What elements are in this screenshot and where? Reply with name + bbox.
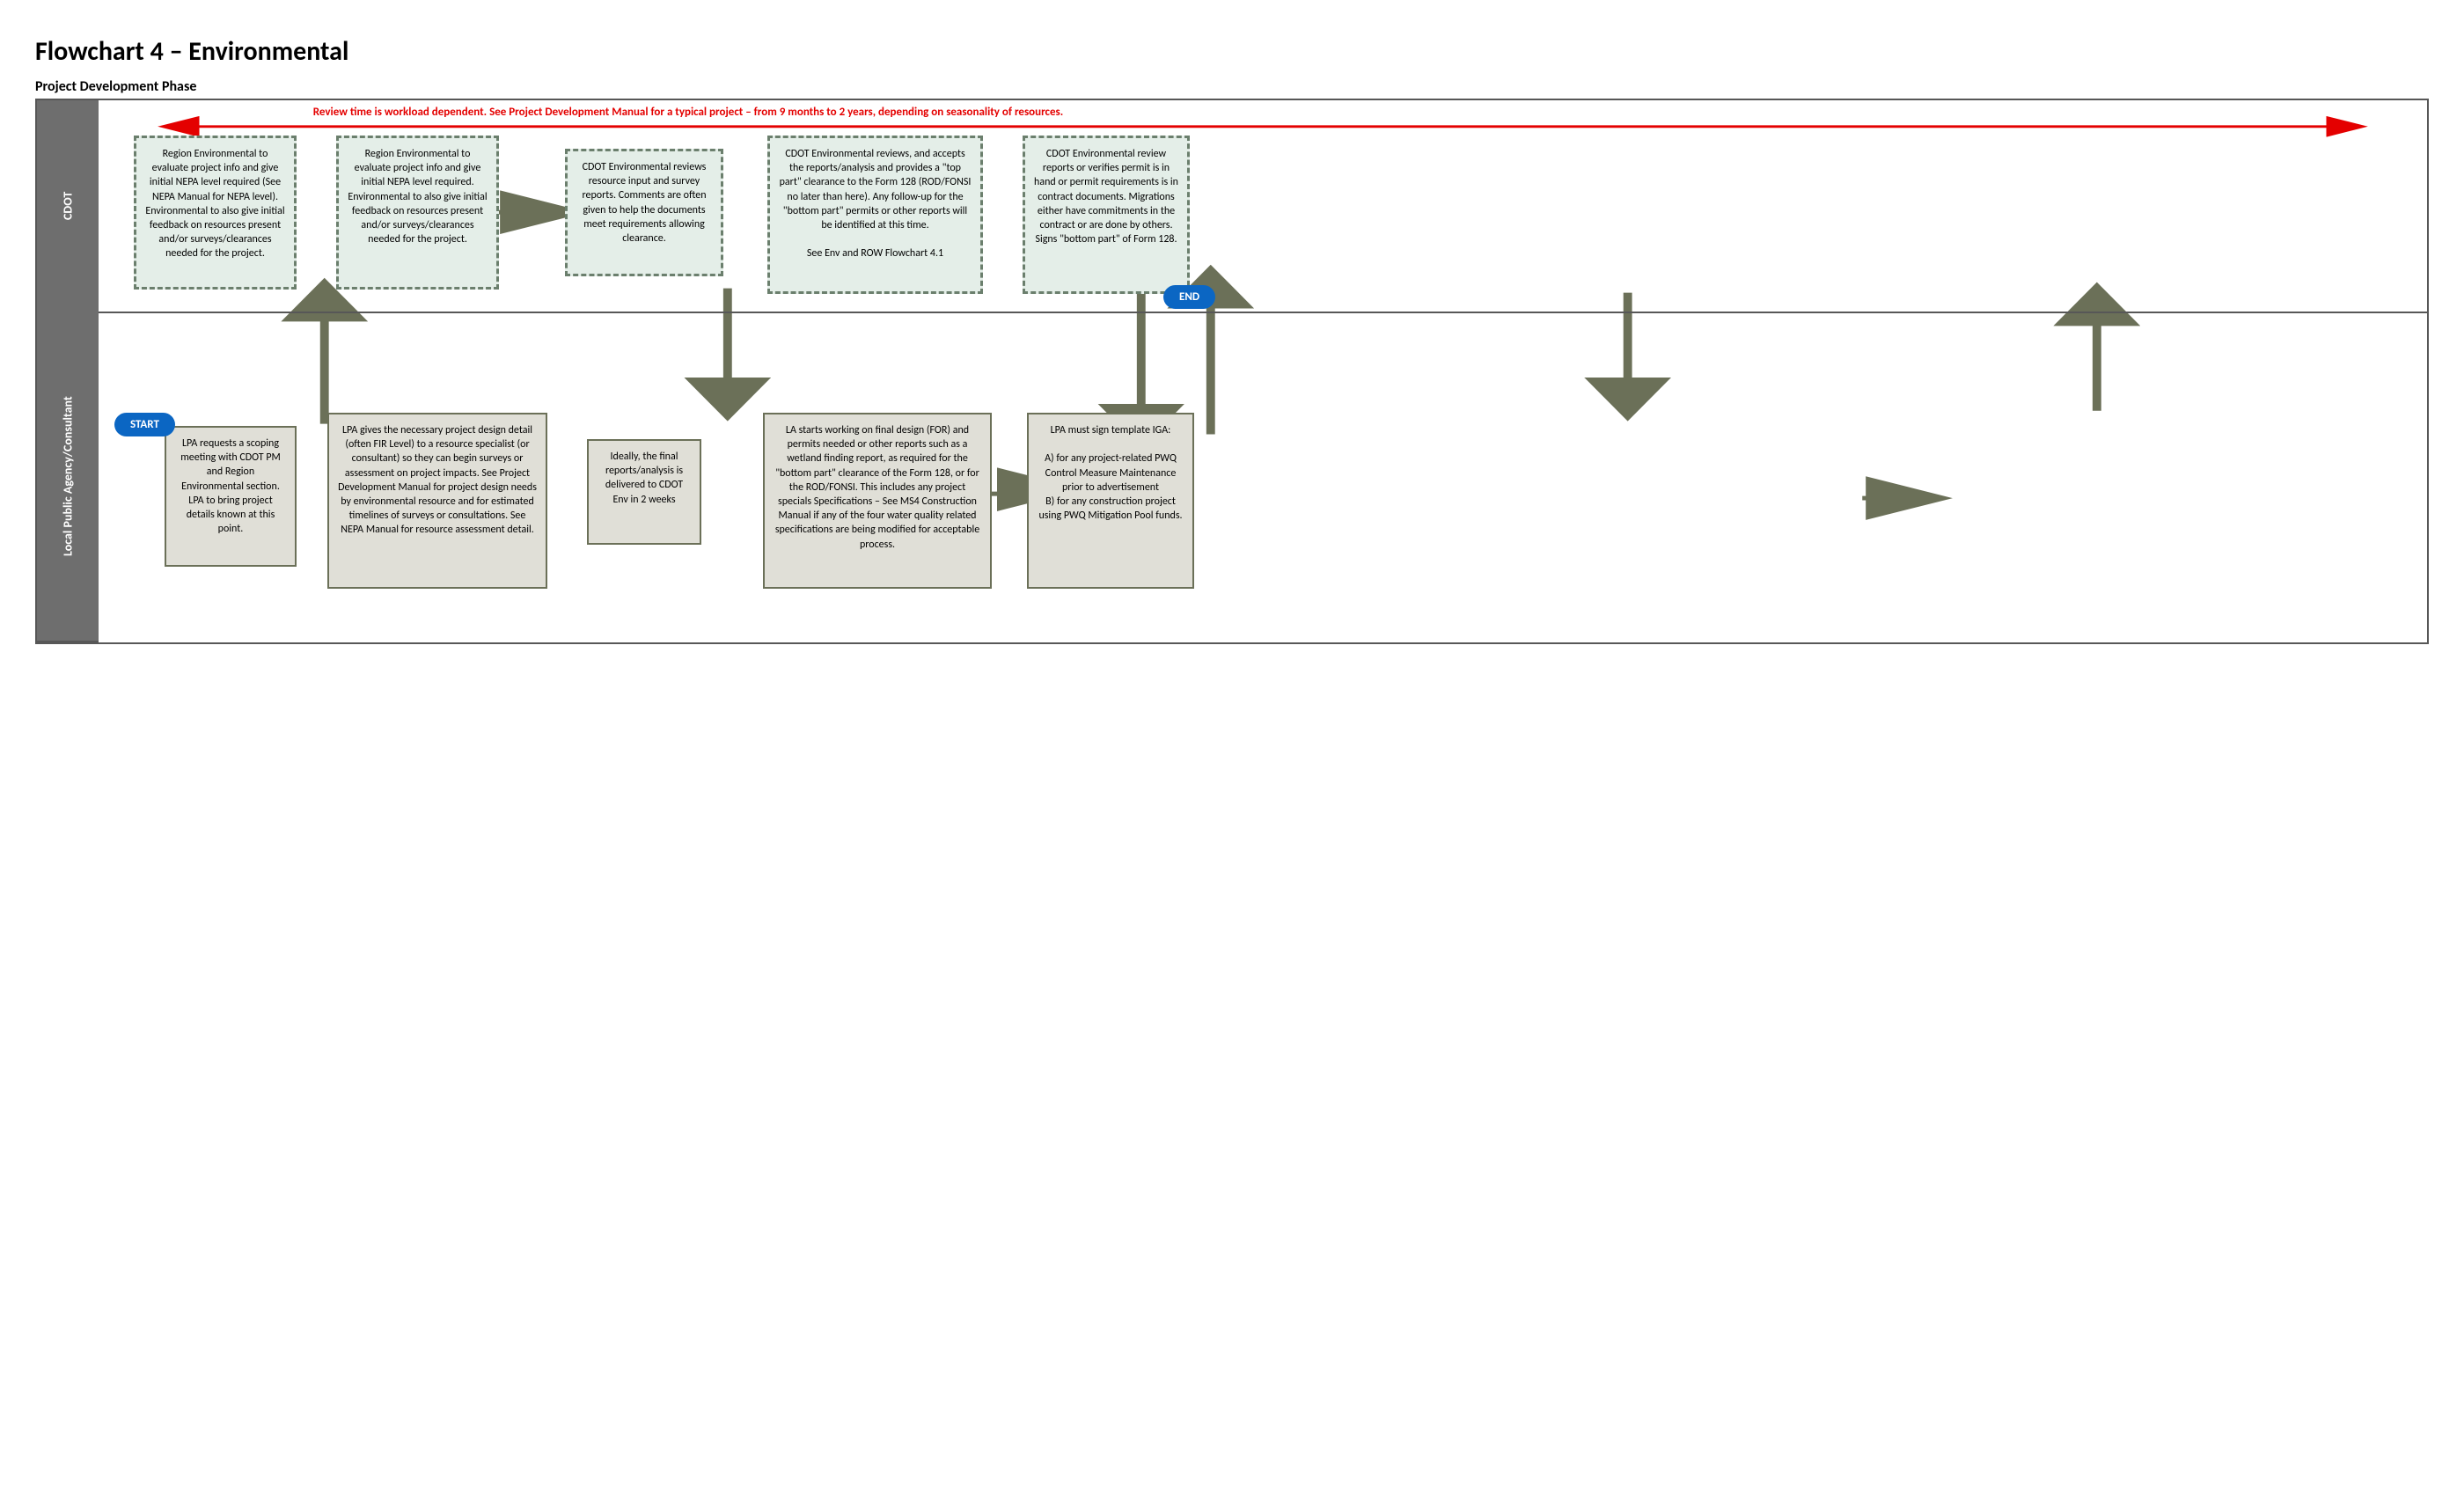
- subtitle: Project Development Phase: [35, 78, 2429, 95]
- lane-label-cdot: CDOT: [37, 100, 99, 312]
- review-time-banner: Review time is workload dependent. See P…: [160, 106, 1216, 119]
- lpa-box-2: LPA gives the necessary project design d…: [327, 413, 547, 589]
- lpa-box-5: LPA must sign template IGA: A) for any p…: [1027, 413, 1194, 589]
- flowchart-frame: CDOT Local Public Agency/Consultant: [35, 99, 2429, 644]
- lane-divider: [99, 312, 2427, 313]
- page-title: Flowchart 4 – Environmental: [35, 35, 2429, 68]
- end-pill: END: [1163, 285, 1215, 309]
- lane-label-lpa: Local Public Agency/Consultant: [37, 312, 99, 642]
- lpa-box-4: LA starts working on final design (FOR) …: [763, 413, 992, 589]
- cdot-box-2: Region Environmental to evaluate project…: [336, 136, 499, 290]
- lanes-area: Review time is workload dependent. See P…: [99, 100, 2427, 642]
- cdot-box-1: Region Environmental to evaluate project…: [134, 136, 297, 290]
- start-pill: START: [114, 413, 175, 436]
- cdot-box-5: CDOT Environmental review reports or ver…: [1023, 136, 1190, 294]
- cdot-box-4: CDOT Environmental reviews, and accepts …: [767, 136, 983, 294]
- lpa-box-3: Ideally, the final reports/analysis is d…: [587, 439, 701, 545]
- cdot-box-3: CDOT Environmental reviews resource inpu…: [565, 149, 723, 276]
- lpa-box-1: LPA requests a scoping meeting with CDOT…: [165, 426, 297, 567]
- lane-labels: CDOT Local Public Agency/Consultant: [37, 100, 99, 642]
